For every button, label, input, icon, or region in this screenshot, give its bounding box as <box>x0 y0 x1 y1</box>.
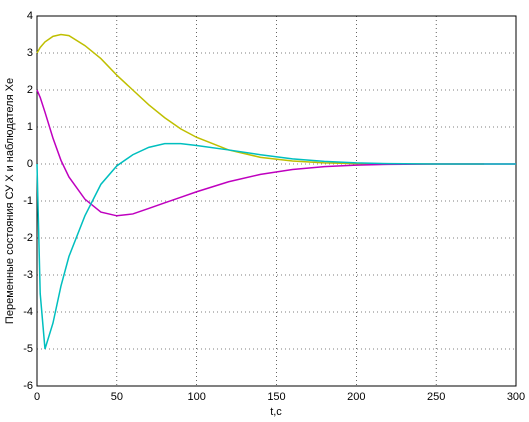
x-tick-label: 250 <box>427 391 445 403</box>
series-line <box>36 89 516 217</box>
x-tick-label: 300 <box>507 391 525 403</box>
y-axis-label: Переменные состояния СУ X и наблюдателя … <box>4 78 16 324</box>
y-tick-label: -6 <box>23 380 33 392</box>
y-tick-label: -2 <box>23 232 33 244</box>
x-tick-label: 150 <box>267 391 285 403</box>
y-tick-label: 0 <box>27 158 33 170</box>
y-tick-label: 4 <box>27 10 33 22</box>
x-tick-label: 50 <box>111 391 123 403</box>
series-line <box>36 33 485 165</box>
x-axis-label: t,c <box>270 406 282 418</box>
x-tick-label: 100 <box>187 391 205 403</box>
y-tick-label: 3 <box>27 47 33 59</box>
x-tick-label: 200 <box>347 391 365 403</box>
y-tick-label: -4 <box>23 306 33 318</box>
y-tick-label: 1 <box>27 121 33 133</box>
series-line <box>36 142 516 350</box>
y-tick-label: -3 <box>23 269 33 281</box>
y-tick-label: 2 <box>27 84 33 96</box>
x-tick-label: 0 <box>34 391 40 403</box>
y-tick-label: -5 <box>23 343 33 355</box>
y-tick-label: -1 <box>23 195 33 207</box>
